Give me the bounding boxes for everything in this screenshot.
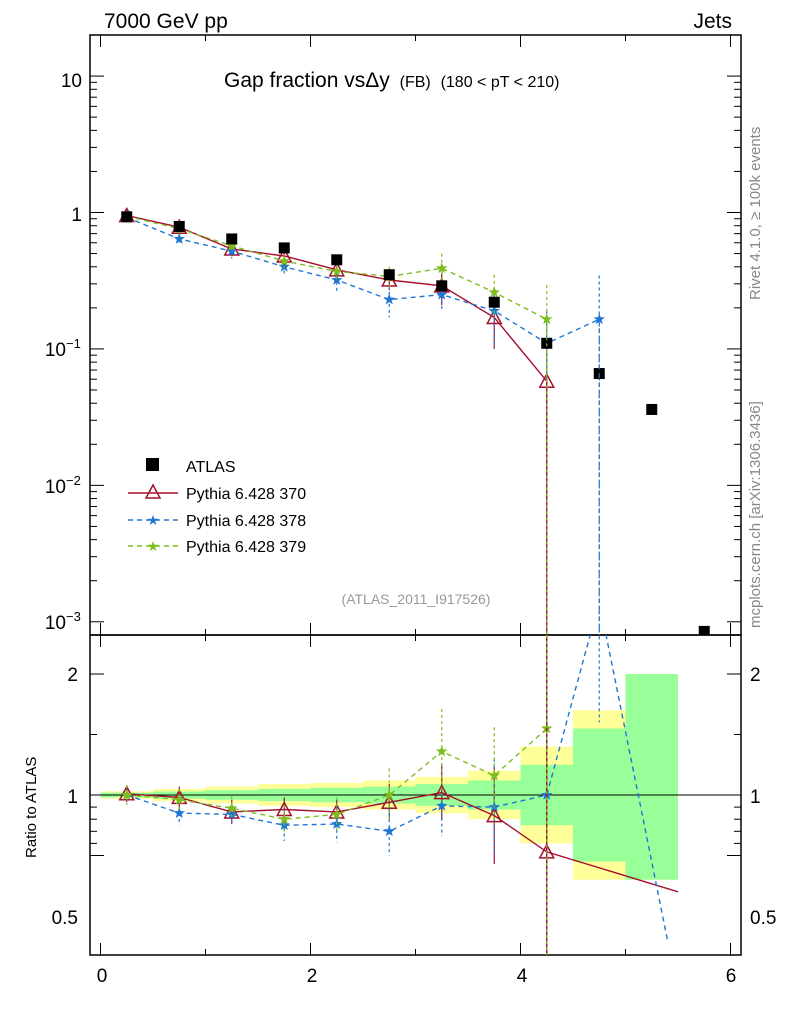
marker-p379 <box>226 239 238 251</box>
ratio-ylabel: Ratio to ATLAS <box>23 757 40 858</box>
y-tick-label-1e-3: 10 <box>45 613 66 634</box>
plot-title: Gap fraction vsΔy (FB) (180 < pT < 210) <box>224 69 559 92</box>
marker-p378 <box>593 313 605 325</box>
y-tick-label-10: 10 <box>61 71 82 92</box>
series-line-p370 <box>126 214 548 382</box>
ratio-y-tick-2-left: 2 <box>67 665 78 686</box>
ratio-y-tick-05-left: 0.5 <box>52 908 78 929</box>
ratio-marker-p378 <box>383 825 395 837</box>
ratio-marker-p379 <box>331 808 343 820</box>
atlas-point <box>331 254 343 266</box>
marker-p378 <box>173 232 185 244</box>
legend-marker-atlas <box>146 458 159 471</box>
marker-p370 <box>485 308 503 325</box>
ratio-marker-p370 <box>223 803 241 819</box>
ratio-marker-p378 <box>436 799 448 811</box>
marker-p379 <box>541 313 553 325</box>
process-label: Jets <box>693 10 732 33</box>
atlas-point <box>278 242 290 254</box>
ratio-marker-p379 <box>383 789 395 800</box>
atlas-point <box>698 625 710 635</box>
ratio-marker-p379 <box>436 745 448 757</box>
ratio-marker-p370 <box>433 783 451 800</box>
ratio-marker-p379 <box>278 813 290 825</box>
ratio-line-p370 <box>126 791 679 893</box>
legend-marker-378: ★ <box>147 512 160 528</box>
x-tick-label-4: 4 <box>517 966 528 987</box>
legend-marker-379: ★ <box>147 538 160 554</box>
ratio-y-tick-1-right: 1 <box>750 787 761 808</box>
x-tick-labels: 0 2 4 6 <box>97 966 737 987</box>
y-tick-label-1: 1 <box>71 205 82 226</box>
legend: ATLAS Pythia 6.428 370 ★ Pythia 6.428 37… <box>128 458 306 556</box>
x-tick-label-6: 6 <box>726 966 737 987</box>
marker-p378 <box>488 304 500 316</box>
rivet-label: Rivet 4.1.0, ≥ 100k events <box>747 127 764 300</box>
energy-label: 7000 GeV pp <box>104 10 228 33</box>
marker-p379 <box>278 255 290 266</box>
ratio-marker-p379 <box>173 793 185 805</box>
y-tick-label-1e-2: 10 <box>45 477 66 498</box>
marker-p379 <box>436 262 448 274</box>
ratio-y-tick-1-left: 1 <box>67 787 78 808</box>
marker-p370 <box>223 240 241 256</box>
y-tick-exp-1e-1: −1 <box>66 336 81 351</box>
legend-label-378: Pythia 6.428 378 <box>186 513 306 530</box>
ratio-marker-p379 <box>488 769 500 781</box>
legend-label-370: Pythia 6.428 370 <box>186 486 306 503</box>
atlas-point <box>436 280 448 292</box>
ratio-y-tick-2-right: 2 <box>750 665 761 686</box>
marker-p378 <box>383 293 395 305</box>
source-label: mcplots.cern.ch [arXiv:1306.3436] <box>747 401 764 628</box>
ratio-marker-p379 <box>121 789 133 800</box>
marker-p378 <box>436 288 448 300</box>
marker-p379 <box>488 286 500 298</box>
atlas-point <box>121 211 133 223</box>
ratio-y-tick-labels: 2 1 0.5 2 1 0.5 <box>52 665 777 929</box>
y-tick-label-1e-1: 10 <box>45 340 66 361</box>
x-tick-label-0: 0 <box>97 966 108 987</box>
ratio-uncertainty-band <box>90 674 741 880</box>
atlas-point <box>173 220 185 232</box>
analysis-tag: (ATLAS_2011_I917526) <box>342 591 491 607</box>
legend-label-atlas: ATLAS <box>186 459 236 476</box>
ratio-marker-p379 <box>226 802 238 814</box>
main-plot-data <box>118 206 710 635</box>
marker-p378 <box>226 245 238 257</box>
marker-p379 <box>331 265 343 277</box>
ratio-marker-p378 <box>173 807 185 818</box>
y-tick-exp-1e-3: −3 <box>66 609 81 624</box>
main-y-tick-labels: 10 1 10 −1 10 −2 10 −3 <box>45 71 82 634</box>
ratio-marker-p378 <box>226 808 238 820</box>
atlas-point <box>646 403 658 415</box>
ratio-plot-data <box>118 635 679 955</box>
y-tick-exp-1e-2: −2 <box>66 473 81 488</box>
legend-label-379: Pythia 6.428 379 <box>186 539 306 556</box>
band-inner-bin <box>625 674 678 880</box>
ratio-y-tick-05-right: 0.5 <box>750 908 776 929</box>
atlas-point <box>226 233 238 245</box>
marker-p378 <box>331 274 343 285</box>
atlas-point <box>488 296 500 308</box>
atlas-point <box>383 269 395 281</box>
series-line-p378 <box>126 216 600 345</box>
ratio-line-p378 <box>126 635 669 941</box>
marker-p378 <box>278 260 290 272</box>
x-tick-label-2: 2 <box>307 966 318 987</box>
legend-marker-370 <box>144 483 162 499</box>
axis-ticks <box>90 34 741 955</box>
